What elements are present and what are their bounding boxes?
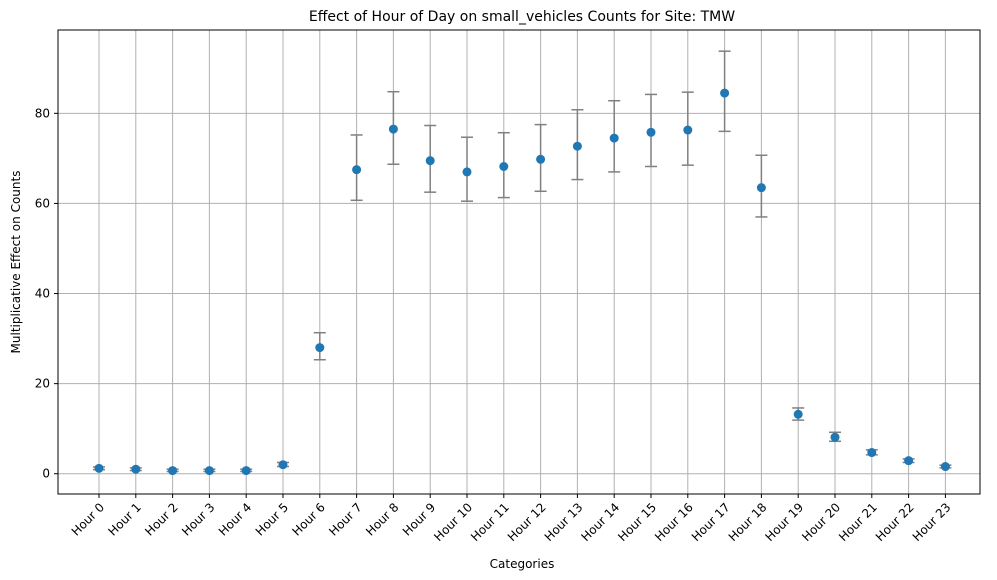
y-tick-label: 40 [35,287,50,301]
x-tick-label: Hour 0 [69,500,107,538]
data-point [830,432,840,442]
x-tick-label: Hour 20 [799,500,843,544]
grid [58,30,980,494]
x-tick-label: Hour 5 [253,500,291,538]
chart-title: Effect of Hour of Day on small_vehicles … [309,9,735,25]
x-tick-label: Hour 17 [689,500,733,544]
data-point [168,466,178,476]
x-tick-label: Hour 10 [431,500,475,544]
x-tick-label: Hour 21 [836,500,880,544]
data-point [867,448,877,458]
y-tick-label: 60 [35,196,50,210]
data-point [756,183,766,193]
x-tick-label: Hour 14 [578,500,622,544]
x-tick-label: Hour 22 [873,500,917,544]
data-point [388,124,398,134]
x-axis-label: Categories [490,557,555,571]
x-tick-label: Hour 1 [105,500,143,538]
x-tick-label: Hour 15 [615,500,659,544]
data-point [793,409,803,419]
x-tick-label: Hour 11 [468,500,512,544]
x-tick-label: Hour 23 [910,500,954,544]
data-point [609,133,619,143]
x-tick-label: Hour 6 [289,500,327,538]
data-point [315,343,325,353]
data-point [940,462,950,472]
x-tick-label: Hour 19 [762,500,806,544]
data-point [131,464,141,474]
x-tick-label: Hour 18 [726,500,770,544]
x-tick-label: Hour 12 [505,500,549,544]
y-tick-label: 20 [35,377,50,391]
y-tick-label: 80 [35,106,50,120]
data-point [278,460,288,470]
y-axis-label: Multiplicative Effect on Counts [9,171,23,354]
plot-frame [57,29,981,495]
data-point [720,88,730,98]
data-point [94,463,104,473]
data-point [499,161,509,171]
x-tick-label: Hour 16 [652,500,696,544]
x-tick-label: Hour 7 [326,500,364,538]
y-axis: 0 20 40 60 80 [35,106,58,481]
x-tick-label: Hour 13 [542,500,586,544]
x-tick-label: Hour 3 [179,500,217,538]
data-points [94,88,950,476]
x-tick-label: Hour 8 [363,500,401,538]
y-tick-label: 0 [42,467,50,481]
data-point [646,127,656,137]
data-point [904,456,914,466]
data-point [204,466,214,476]
data-point [572,141,582,151]
data-point [683,125,693,135]
data-point [462,167,472,177]
data-point [536,154,546,164]
data-point [352,165,362,175]
x-tick-label: Hour 4 [216,500,254,538]
data-point [425,156,435,166]
x-tick-label: Hour 2 [142,500,180,538]
data-point [241,466,251,476]
error-bars [93,50,952,473]
